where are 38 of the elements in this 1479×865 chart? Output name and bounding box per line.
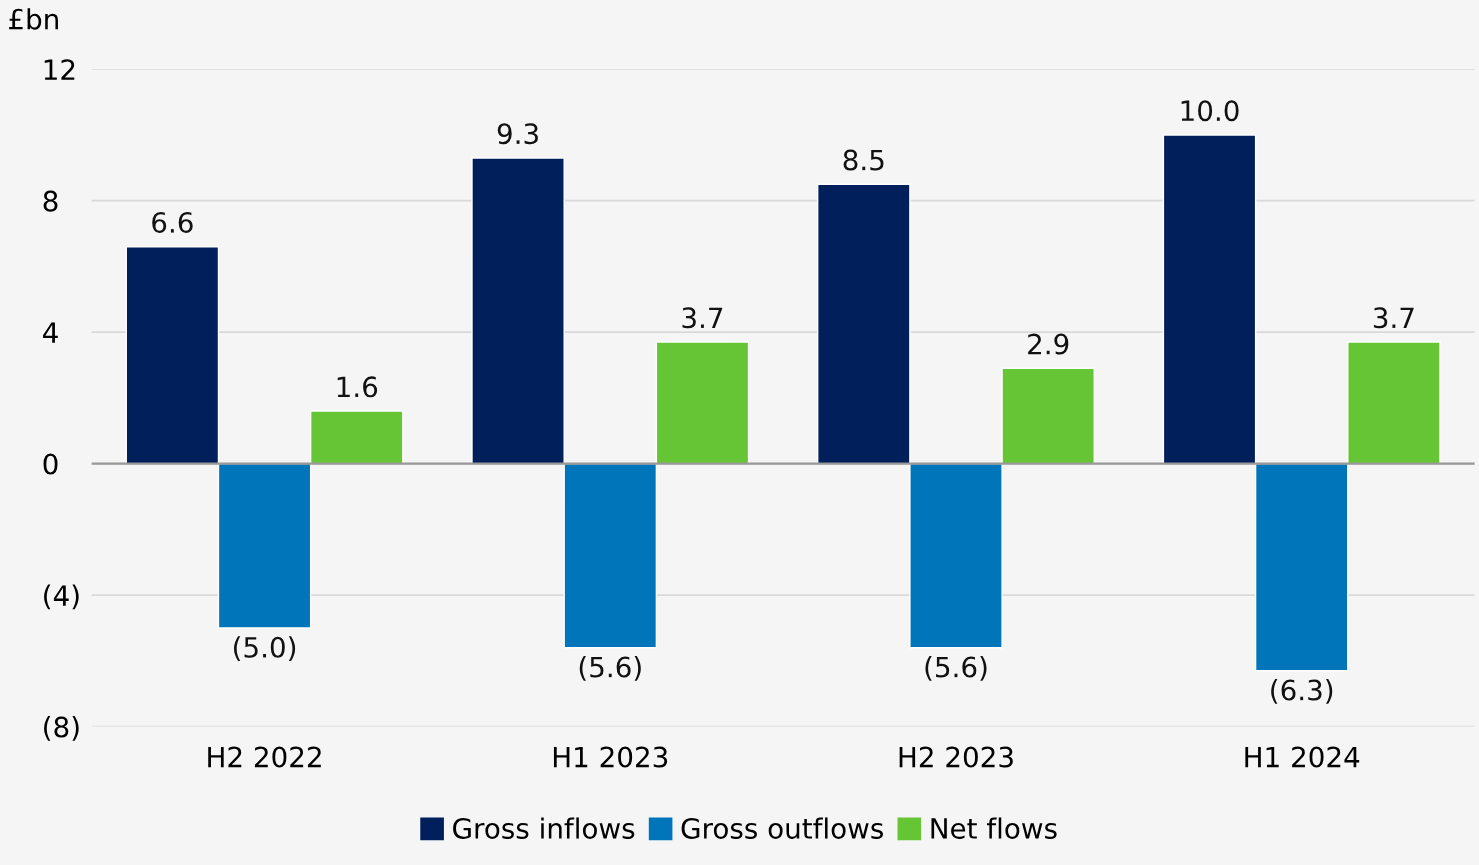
bar	[309, 410, 404, 465]
x-tick-label: H1 2024	[1245, 746, 1360, 768]
bar	[1347, 341, 1441, 465]
data-label: 2.9	[1028, 333, 1069, 355]
bar	[817, 183, 911, 465]
legend-label: Net flows	[931, 817, 1057, 839]
y-tick-label: 12	[44, 59, 75, 80]
legend-label: Gross inflows	[453, 817, 635, 839]
data-label: 10.0	[1181, 100, 1239, 122]
bar	[217, 462, 312, 629]
legend-label: Gross outflows	[681, 817, 883, 839]
y-tick-label: (8)	[44, 716, 79, 741]
y-tick-label: 8	[43, 190, 58, 212]
bar	[1162, 134, 1257, 465]
bar	[563, 462, 658, 649]
y-axis-title: £bn	[9, 8, 58, 30]
data-label: (6.3)	[1271, 679, 1333, 704]
bar	[125, 246, 220, 465]
bar	[471, 157, 565, 465]
bar	[655, 341, 750, 465]
y-tick-label: (4)	[44, 584, 79, 610]
bar	[1001, 367, 1095, 465]
data-label: (5.0)	[234, 636, 296, 662]
data-label: (5.6)	[579, 656, 641, 681]
data-label: 1.6	[337, 376, 378, 398]
data-label: (5.6)	[925, 656, 987, 681]
bar	[909, 462, 1003, 649]
bar	[1254, 462, 1349, 672]
data-label: 3.7	[682, 307, 723, 329]
x-tick-label: H2 2023	[899, 746, 1013, 768]
x-tick-label: H1 2023	[553, 746, 668, 768]
y-tick-label: 4	[43, 322, 58, 343]
data-label: 9.3	[497, 123, 538, 145]
x-tick-label: H2 2022	[208, 746, 321, 768]
data-label: 3.7	[1373, 307, 1414, 329]
data-label: 8.5	[843, 149, 884, 171]
y-tick-label: 0	[43, 453, 58, 475]
data-label: 6.6	[152, 211, 193, 233]
